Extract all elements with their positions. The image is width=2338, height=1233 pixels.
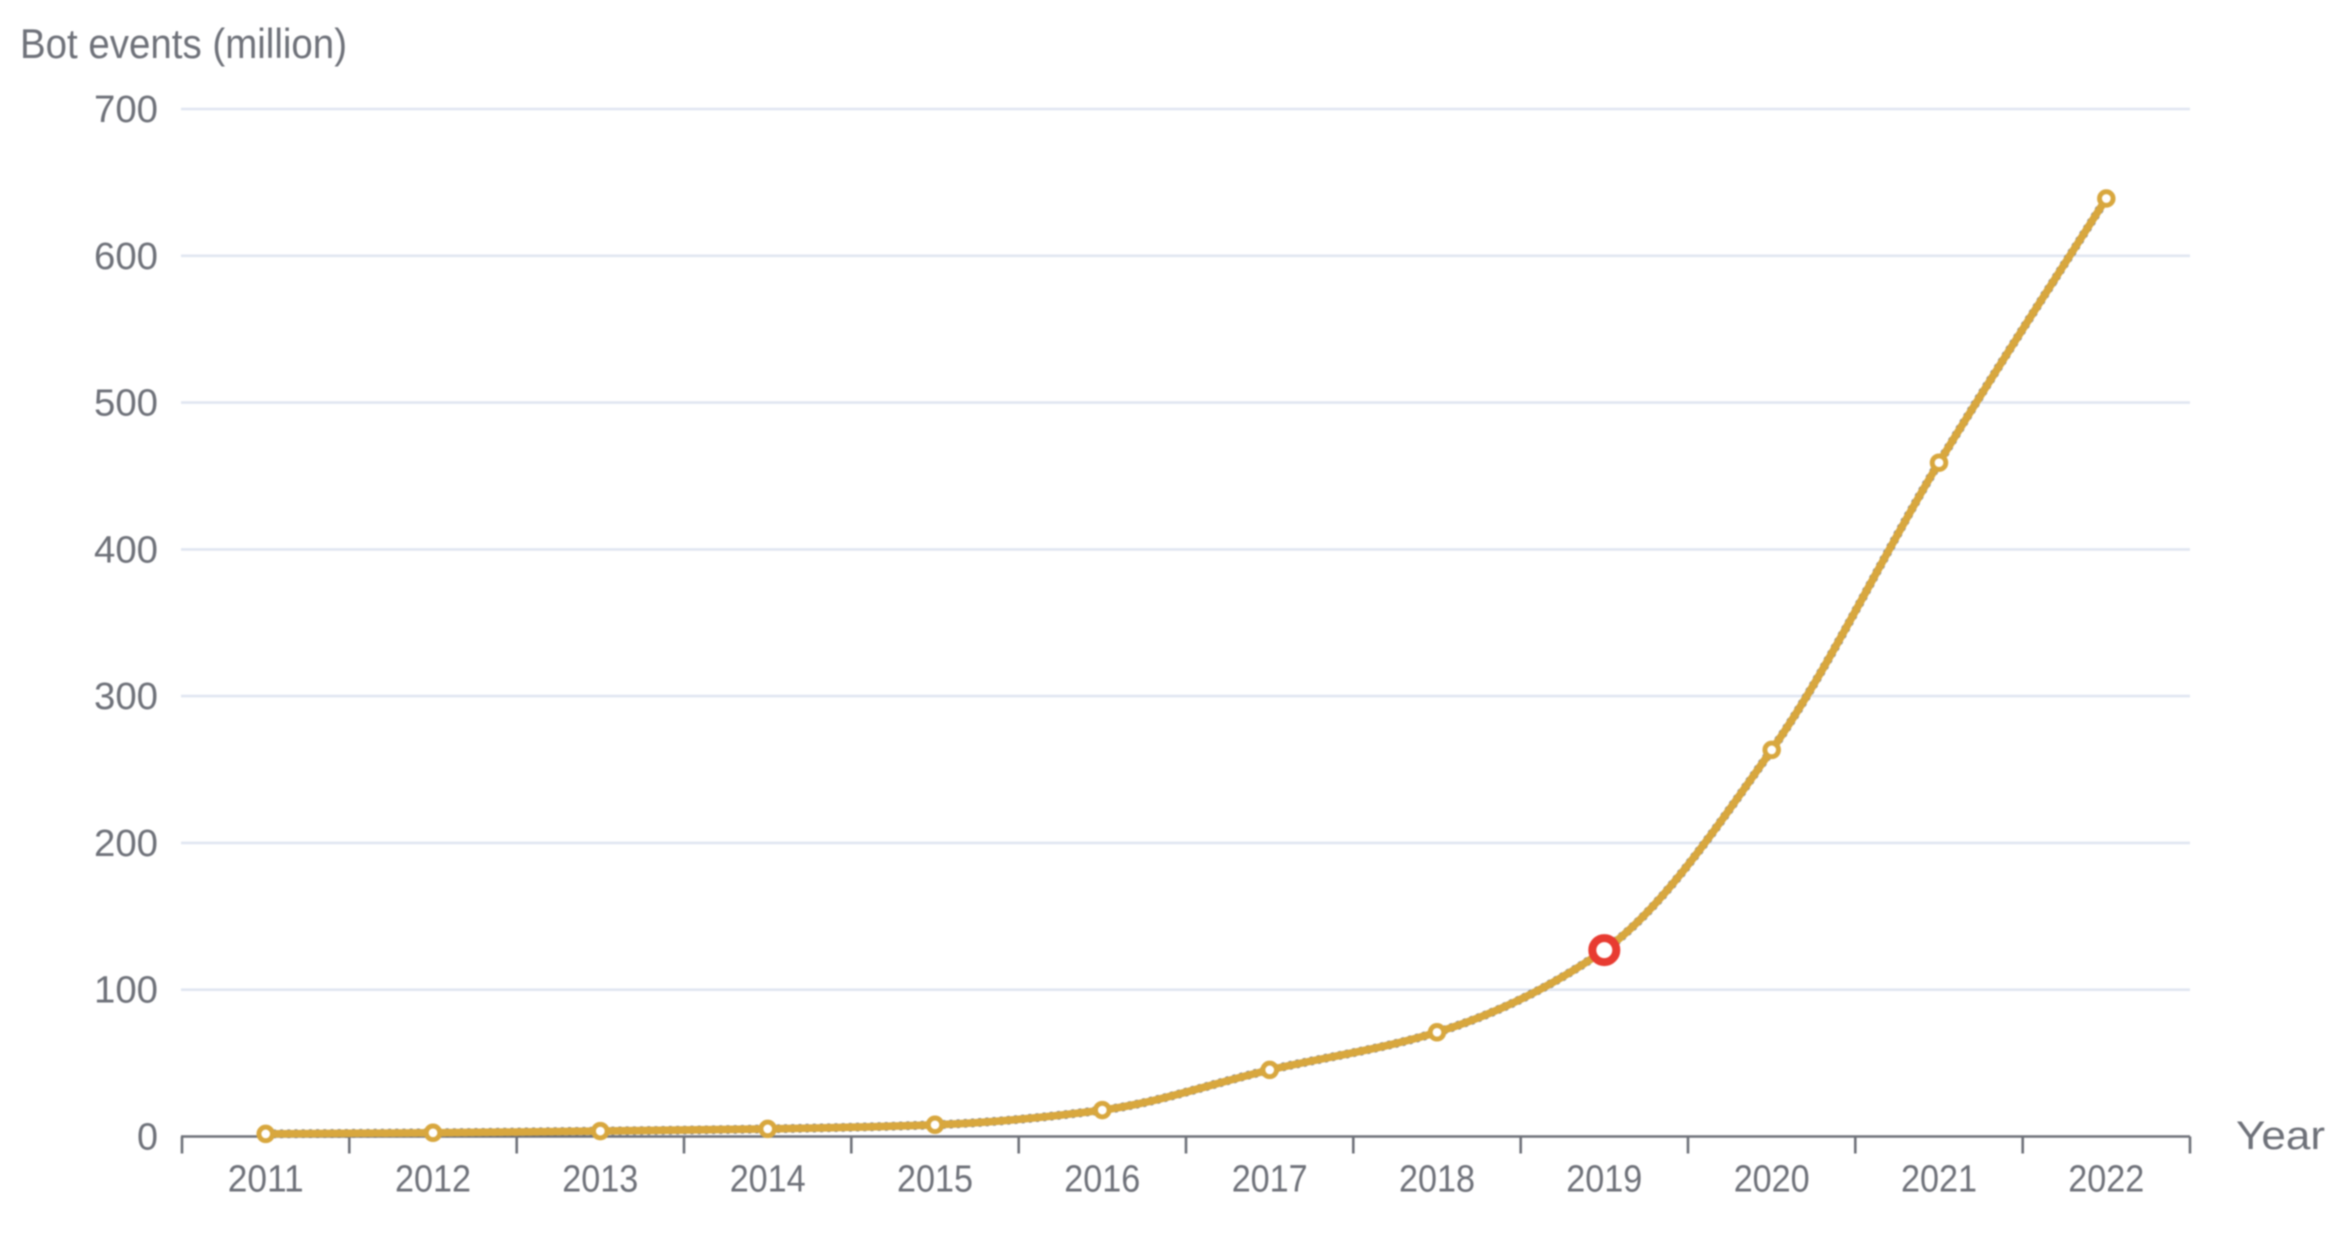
svg-text:2019: 2019: [1566, 1159, 1642, 1201]
svg-text:600: 600: [94, 236, 158, 278]
svg-text:2013: 2013: [562, 1159, 638, 1201]
svg-text:300: 300: [94, 676, 158, 718]
svg-text:0: 0: [137, 1117, 158, 1159]
svg-text:2014: 2014: [730, 1159, 806, 1201]
svg-text:2015: 2015: [897, 1159, 973, 1201]
svg-text:2016: 2016: [1064, 1159, 1140, 1201]
svg-text:700: 700: [94, 89, 158, 131]
svg-text:2021: 2021: [1901, 1159, 1977, 1201]
svg-text:2017: 2017: [1232, 1159, 1308, 1201]
svg-text:2018: 2018: [1399, 1159, 1475, 1201]
svg-text:100: 100: [94, 970, 158, 1012]
svg-text:Bot events (million): Bot events (million): [20, 20, 347, 67]
svg-text:2022: 2022: [2068, 1159, 2144, 1201]
svg-text:2020: 2020: [1734, 1159, 1810, 1201]
svg-text:200: 200: [94, 823, 158, 865]
svg-text:400: 400: [94, 529, 158, 571]
svg-text:Year: Year: [2236, 1114, 2325, 1158]
svg-text:500: 500: [94, 383, 158, 425]
svg-text:2012: 2012: [395, 1159, 471, 1201]
svg-text:2011: 2011: [228, 1159, 304, 1201]
